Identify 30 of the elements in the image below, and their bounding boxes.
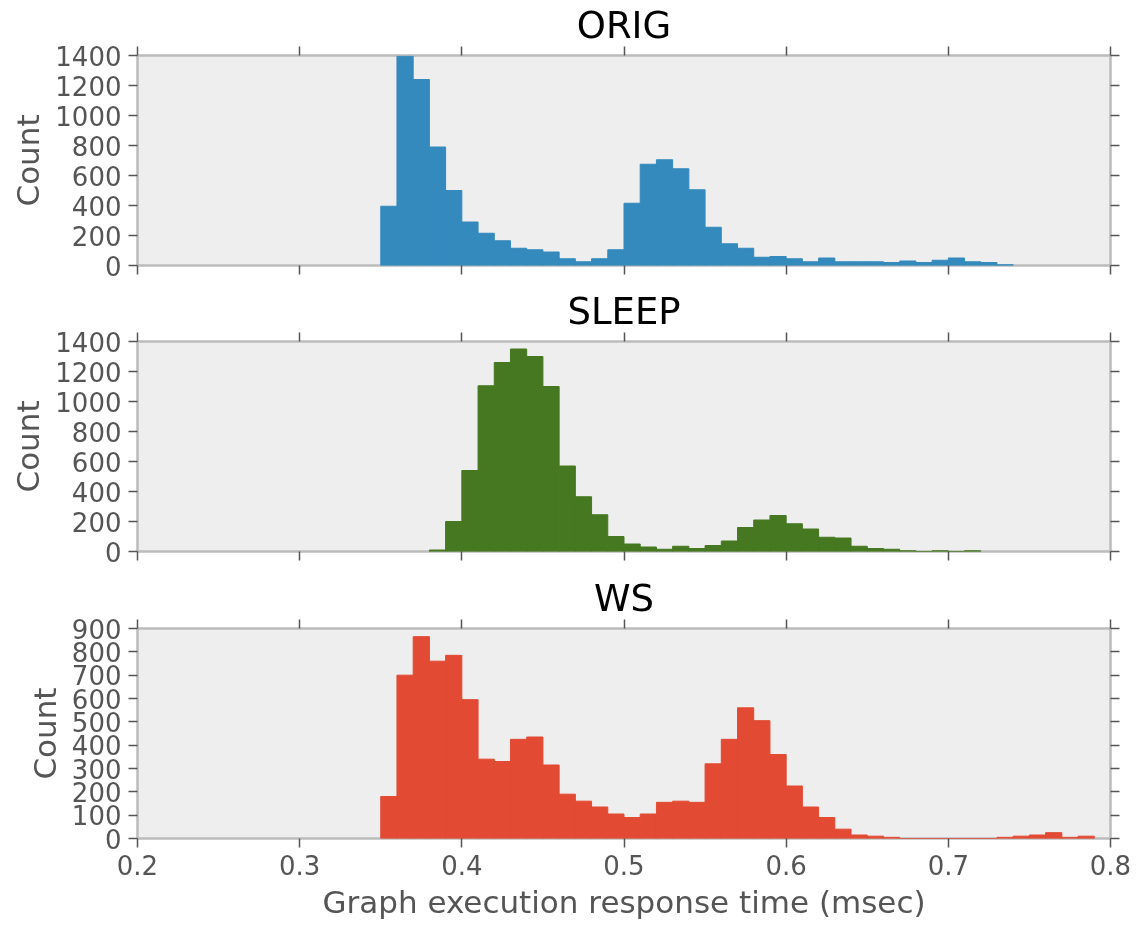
y-tick-label: 400 (71, 477, 122, 508)
x-axis-title: Graph execution response time (msec) (322, 883, 926, 920)
y-tick-label: 1000 (55, 101, 122, 132)
y-tick-label: 800 (71, 131, 122, 162)
y-tick-label: 1200 (55, 71, 122, 102)
chart-title: ORIG (576, 3, 672, 47)
y-tick-label: 0 (104, 537, 122, 568)
y-axis-title: Count (26, 687, 63, 780)
y-axis-title: Count (10, 114, 47, 207)
y-tick-label: 1400 (55, 41, 122, 72)
x-tick-label: 0.2 (116, 850, 159, 881)
y-tick-label: 600 (71, 447, 122, 478)
y-tick-label: 200 (71, 507, 122, 538)
chart-title: WS (593, 576, 655, 620)
x-tick-label: 0.6 (765, 850, 807, 881)
y-tick-label: 200 (71, 221, 122, 252)
x-tick-label: 0.5 (603, 850, 645, 881)
chart-title: SLEEP (567, 289, 681, 333)
y-axis-title: Count (10, 400, 47, 493)
x-tick-label: 0.4 (441, 850, 483, 881)
x-tick-label: 0.3 (278, 850, 321, 881)
y-tick-label: 800 (71, 417, 122, 448)
y-tick-label: 1400 (55, 327, 122, 358)
y-tick-label: 400 (71, 191, 122, 222)
x-tick-label: 0.8 (1089, 850, 1132, 881)
y-tick-label: 0 (104, 251, 122, 282)
y-tick-label: 1200 (55, 357, 122, 388)
y-tick-label: 600 (71, 161, 122, 192)
y-tick-label: 1000 (55, 387, 122, 418)
x-tick-label: 0.7 (927, 850, 970, 881)
